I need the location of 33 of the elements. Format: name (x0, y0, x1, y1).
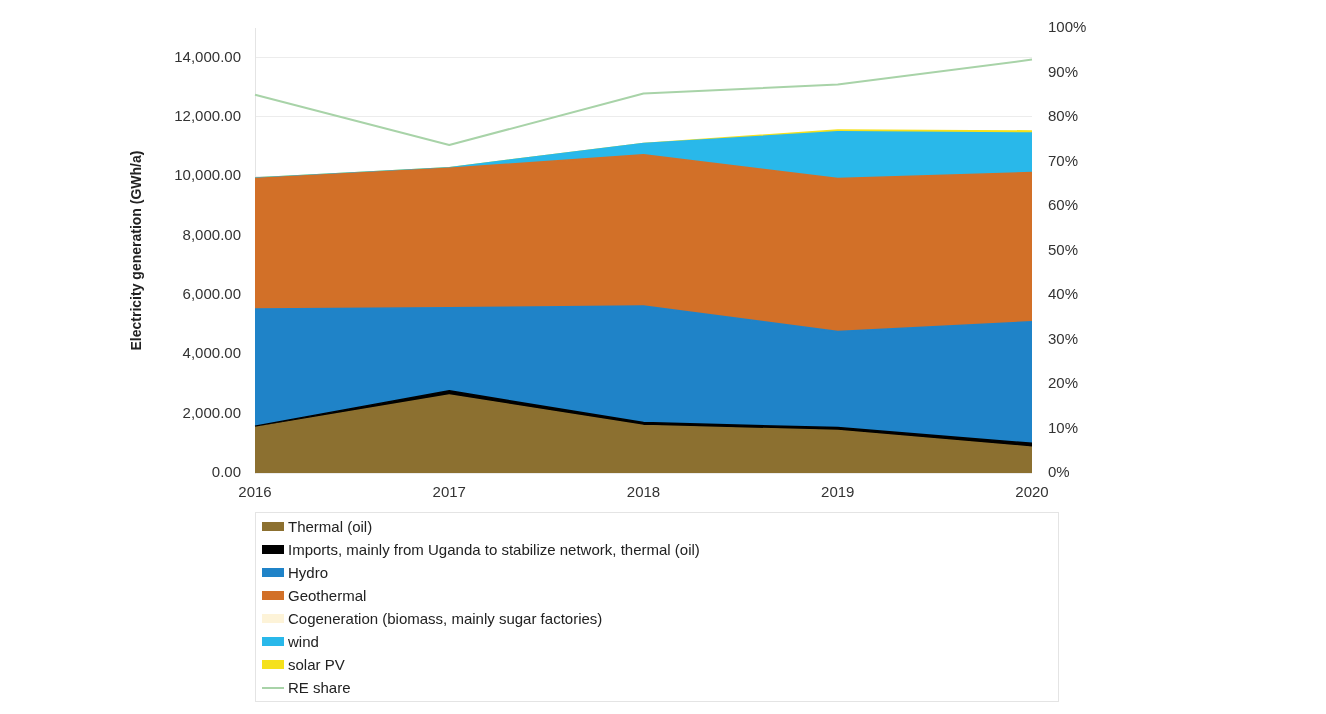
legend-label: Cogeneration (biomass, mainly sugar factories) (288, 610, 603, 627)
y-tick-label: 4,000.00 (182, 344, 241, 362)
y2-tick-label: 30% (1048, 329, 1079, 347)
y-axis-title: Electricity generation (GWh/a) (128, 150, 145, 351)
x-tick-label: 2016 (238, 483, 272, 501)
legend-label: RE share (288, 679, 351, 696)
y2-tick-label: 90% (1048, 62, 1079, 80)
y2-tick-label: 80% (1048, 107, 1079, 125)
y-tick-label: 10,000.00 (174, 166, 241, 184)
x-tick-label: 2019 (821, 483, 855, 501)
y-tick-label: 6,000.00 (182, 285, 241, 303)
x-tick-label: 2020 (1015, 483, 1049, 501)
y2-tick-label: 0% (1048, 463, 1070, 481)
y2-tick-label: 50% (1048, 240, 1079, 258)
x-tick-label: 2018 (626, 483, 661, 501)
y-tick-label: 12,000.00 (174, 107, 241, 125)
y2-tick-label: 10% (1048, 418, 1079, 436)
y2-tick-label: 20% (1048, 374, 1079, 392)
y-tick-label: 2,000.00 (182, 403, 241, 421)
y2-tick-label: 40% (1048, 285, 1079, 303)
legend-label: Geothermal (288, 587, 367, 604)
y2-tick-label: 100% (1048, 18, 1087, 36)
legend-label: Imports, mainly from Uganda to stabilize network, thermal (oil) (288, 541, 700, 558)
legend-label: wind (288, 633, 319, 650)
y-tick-label: 0.00 (211, 463, 241, 481)
y-tick-label: 14,000.00 (174, 47, 241, 65)
legend-label: solar PV (288, 656, 345, 673)
y2-tick-label: 70% (1048, 151, 1079, 169)
y-tick-label: 8,000.00 (182, 225, 241, 243)
y2-tick-label: 60% (1048, 196, 1079, 214)
legend-label: Thermal (oil) (288, 518, 373, 535)
x-tick-label: 2017 (432, 483, 466, 501)
legend-label: Hydro (288, 564, 329, 581)
